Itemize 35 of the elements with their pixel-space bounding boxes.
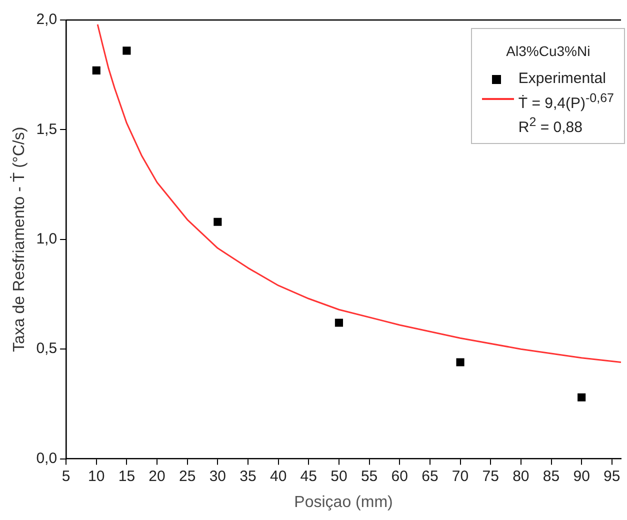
point xyxy=(578,393,586,402)
x-tick-label: 75 xyxy=(482,468,499,485)
x-tick-label: 10 xyxy=(88,468,105,485)
x-tick-label: 15 xyxy=(118,468,136,485)
x-tick-label: 65 xyxy=(422,468,438,485)
point xyxy=(334,318,344,327)
y-tick-label: 0,0 xyxy=(36,450,58,467)
x-tick-label: 90 xyxy=(573,468,590,485)
x-tick-label: 35 xyxy=(240,468,256,485)
x-axis-title: Posiçao (mm) xyxy=(294,494,393,511)
legend-label: Experimental xyxy=(518,69,606,88)
point xyxy=(122,46,131,55)
x-tick-label: 60 xyxy=(391,468,408,485)
x-tick-label: 70 xyxy=(452,468,469,485)
x-tick-label: 80 xyxy=(512,468,530,485)
y-tick-label: 0,5 xyxy=(36,340,58,358)
y-axis-title: Taxa de Resfriamento - Ṫ (°C/s) xyxy=(10,126,28,352)
y-tick-label: 1,5 xyxy=(36,120,58,138)
text: Ṫ = 9,4(P)$^{-0,67}$ R$^{2}$ = 0,88 xyxy=(518,91,614,136)
x-tick-label: 25 xyxy=(179,468,196,485)
x-tick-label: 55 xyxy=(360,468,378,485)
x-tick-label: 40 xyxy=(270,468,287,485)
x-tick-label: 5 xyxy=(62,468,70,485)
x-tick-label: 50 xyxy=(330,468,348,485)
x-tick-label: 45 xyxy=(300,468,317,485)
point xyxy=(214,218,222,226)
y-tick-label: 2,0 xyxy=(36,11,58,28)
x-tick-label: 95 xyxy=(604,468,620,485)
legend-title: Al3%Cu3%Ni xyxy=(505,43,592,59)
x-tick-label: 30 xyxy=(209,468,226,485)
point xyxy=(92,66,100,74)
point xyxy=(456,358,464,366)
y-tick-label: 1,0 xyxy=(36,230,58,248)
x-tick-label: 85 xyxy=(542,468,560,485)
x-tick-label: 20 xyxy=(148,468,166,485)
